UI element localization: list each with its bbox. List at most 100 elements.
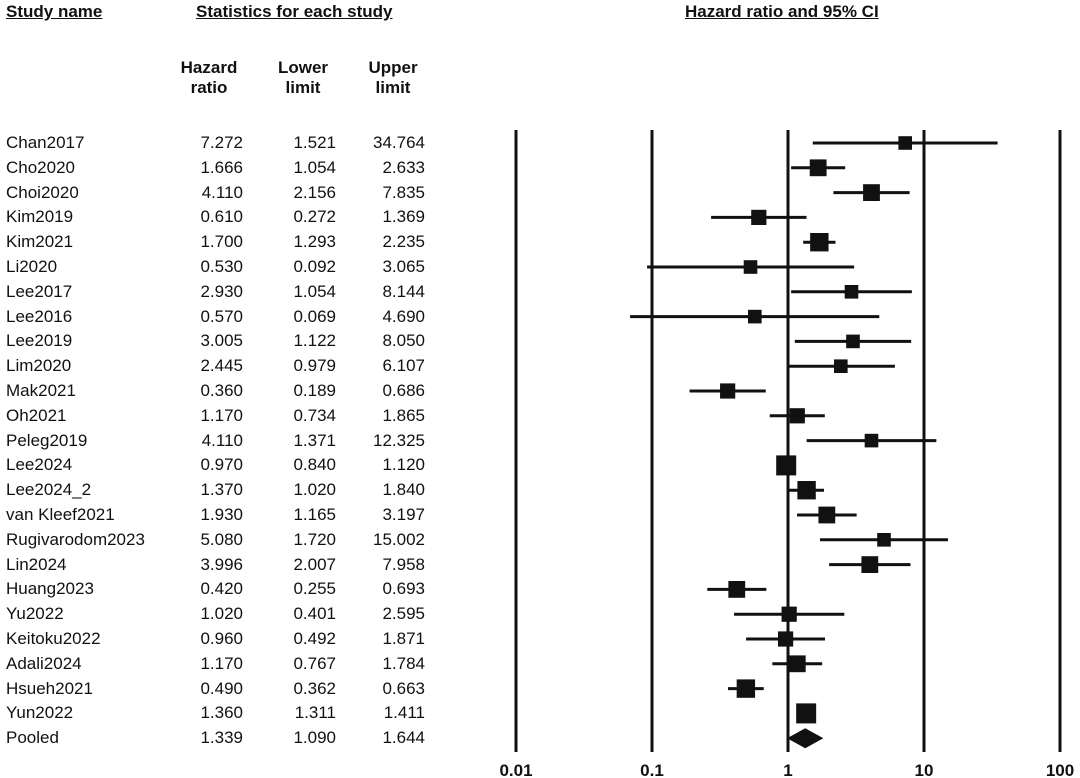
hazard-ratio-marker [809,159,827,177]
study-name-cell: Kim2019 [6,207,74,227]
hazard-ratio-cell: 1.170 [200,405,243,425]
study-name-cell: Oh2021 [6,405,67,425]
lower-limit-cell: 0.092 [293,257,336,276]
hazard-ratio-cell: 0.530 [200,257,243,276]
hazard-ratio-column-header: Hazard ratio [164,58,254,98]
lower-limit-cell: 1.521 [293,133,336,152]
hazard-ratio-cell: 3.005 [200,331,243,351]
upper-limit-cell: 8.144 [382,281,425,301]
hazard-ratio-cell: 1.700 [200,232,243,252]
study-name-cell: Lee2017 [6,281,73,301]
upper-limit-cell: 2.235 [382,232,425,252]
study-name-cell: Lin2024 [6,554,67,574]
x-tick-label: 10 [915,761,934,778]
lower-limit-header-line1: Lower [277,58,329,77]
hazard-ratio-cell: 4.110 [201,430,243,450]
study-name-cell: Cho2020 [6,157,76,177]
study-name-cell: Lee2019 [6,331,73,351]
study-name-cell: Hsueh2021 [6,678,93,698]
hazard-ratio-marker [834,359,848,373]
lower-limit-cell: 1.054 [293,281,336,301]
hazard-ratio-marker [861,556,879,573]
upper-limit-cell: 1.369 [382,207,425,227]
hazard-ratio-cell: 1.170 [200,653,243,673]
hazard-ratio-marker [846,334,860,349]
hazard-ratio-cell: 2.445 [200,356,243,376]
study-name-cell: Lee2016 [6,306,73,326]
upper-limit-cell: 1.871 [382,629,425,648]
hazard-ratio-cell: 1.370 [200,480,243,500]
upper-limit-cell: 1.644 [382,728,425,748]
upper-limit-cell: 15.002 [373,529,425,549]
upper-limit-cell: 1.865 [382,405,425,425]
hazard-ratio-marker [777,631,794,647]
hazard-ratio-marker [789,408,805,424]
lower-limit-cell: 1.293 [293,232,336,252]
upper-limit-cell: 1.840 [382,480,425,500]
upper-limit-header-line1: Upper [368,58,418,77]
study-name-cell: Peleg2019 [6,430,88,450]
lower-limit-cell: 0.734 [293,405,336,425]
lower-limit-cell: 0.979 [293,356,336,376]
hazard-ratio-cell: 1.339 [200,728,243,748]
lower-limit-cell: 1.090 [293,728,336,748]
upper-limit-cell: 3.065 [382,257,425,276]
lower-limit-cell: 0.840 [293,455,336,475]
study-name-cell: Yu2022 [6,604,64,624]
upper-limit-header-line2: limit [375,78,411,97]
lower-limit-cell: 0.492 [293,629,336,648]
hazard-ratio-marker [776,455,797,476]
study-name-cell: van Kleef2021 [6,505,115,524]
hazard-ratio-cell: 1.666 [200,157,243,177]
hazard-ratio-cell: 0.610 [200,207,243,227]
hazard-ratio-marker [747,309,762,324]
upper-limit-cell: 7.835 [382,182,425,202]
study-name-cell: Yun2022 [6,703,74,723]
hazard-ratio-marker [864,433,879,448]
upper-limit-cell: 4.690 [382,306,425,326]
upper-limit-cell: 0.693 [382,579,425,599]
upper-limit-cell: 3.197 [382,505,425,524]
lower-limit-cell: 1.720 [293,529,336,549]
hazard-ratio-header-line1: Hazard [180,58,238,77]
lower-limit-header-line2: limit [285,78,321,97]
lower-limit-cell: 0.401 [293,604,336,624]
hazard-ratio-marker [844,285,859,299]
hazard-ratio-marker [743,260,758,274]
hazard-ratio-marker [736,679,756,698]
study-name-cell: Li2020 [6,257,58,276]
upper-limit-cell: 34.764 [373,133,425,152]
hazard-ratio-cell: 0.420 [200,579,243,599]
study-name-cell: Pooled [6,728,59,748]
lower-limit-cell: 1.371 [293,430,336,450]
hazard-ratio-marker [877,533,891,547]
study-name-cell: Adali2024 [6,653,82,673]
hazard-ratio-marker [781,606,797,622]
upper-limit-cell: 1.784 [382,653,425,673]
upper-limit-cell: 7.958 [382,554,425,574]
hazard-ratio-marker [751,209,767,225]
study-name-cell: Mak2021 [6,381,76,400]
hazard-ratio-cell: 5.080 [200,529,243,549]
upper-limit-cell: 2.595 [382,604,425,624]
hazard-ratio-cell: 0.360 [200,381,243,400]
hazard-ratio-cell: 1.930 [200,505,243,524]
upper-limit-cell: 6.107 [382,356,425,376]
hazard-ratio-marker [898,136,912,150]
hazard-ratio-cell: 4.110 [201,182,243,202]
hazard-ratio-marker [796,703,817,724]
lower-limit-cell: 0.272 [293,207,336,227]
hazard-ratio-header-line2: ratio [190,78,228,97]
study-name-cell: Lee2024 [6,455,73,475]
study-name-cell: Rugivarodom2023 [6,529,145,549]
hazard-ratio-cell: 1.360 [200,703,243,723]
hazard-ratio-cell: 0.490 [200,678,243,698]
upper-limit-cell: 0.686 [382,381,425,400]
upper-limit-cell: 2.633 [382,157,425,177]
upper-limit-column-header: Upper limit [348,58,438,98]
lower-limit-cell: 0.255 [293,579,336,599]
study-name-cell: Choi2020 [6,182,79,202]
hazard-ratio-cell: 7.272 [200,133,243,152]
study-name-cell: Chan2017 [6,133,85,152]
